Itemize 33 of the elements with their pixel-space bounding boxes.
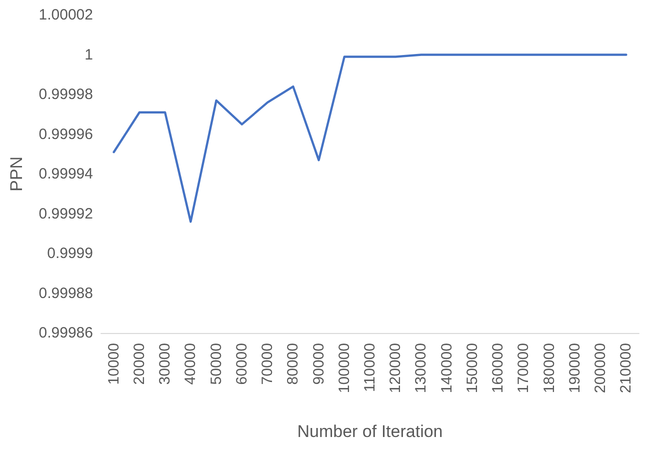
x-tick-label: 80000 <box>284 343 302 385</box>
x-tick-label: 50000 <box>208 343 225 385</box>
y-tick-label: 1.00002 <box>38 6 93 24</box>
x-tick-label: 130000 <box>412 343 430 394</box>
y-tick-label: 0.9999 <box>47 245 93 262</box>
y-axis-title: PPN <box>7 156 26 192</box>
y-tick-label: 0.99986 <box>38 324 93 342</box>
y-tick-label: 0.99992 <box>38 205 93 222</box>
x-tick-label: 140000 <box>438 343 456 394</box>
y-tick-label: 0.99994 <box>38 166 93 182</box>
x-tick-label: 60000 <box>233 343 250 385</box>
x-tick-label: 190000 <box>566 343 584 394</box>
y-tick-label: 0.99998 <box>38 86 93 103</box>
x-tick-label: 180000 <box>540 343 558 394</box>
y-tick-label: 0.99988 <box>38 284 93 302</box>
x-tick-label: 30000 <box>156 343 174 385</box>
x-tick-label: 200000 <box>592 343 610 394</box>
x-tick-label: 100000 <box>336 343 353 394</box>
x-tick-label: 110000 <box>362 343 378 392</box>
x-tick-label: 150000 <box>464 343 481 394</box>
x-tick-label: 160000 <box>490 343 507 394</box>
x-tick-label: 120000 <box>387 343 404 394</box>
x-tick-label: 10000 <box>105 343 122 385</box>
x-tick-label: 20000 <box>130 343 148 385</box>
line-series <box>112 54 628 223</box>
x-tick-label: 40000 <box>182 343 200 385</box>
x-tick-label: 90000 <box>310 343 328 385</box>
x-tick-label: 170000 <box>515 343 532 394</box>
x-tick-label: 210000 <box>618 343 635 394</box>
y-tick-label: 0.99996 <box>38 126 93 143</box>
y-tick-label: 1 <box>84 46 93 64</box>
x-tick-label: 70000 <box>259 343 276 385</box>
x-axis-title: Number of Iteration <box>297 422 443 441</box>
